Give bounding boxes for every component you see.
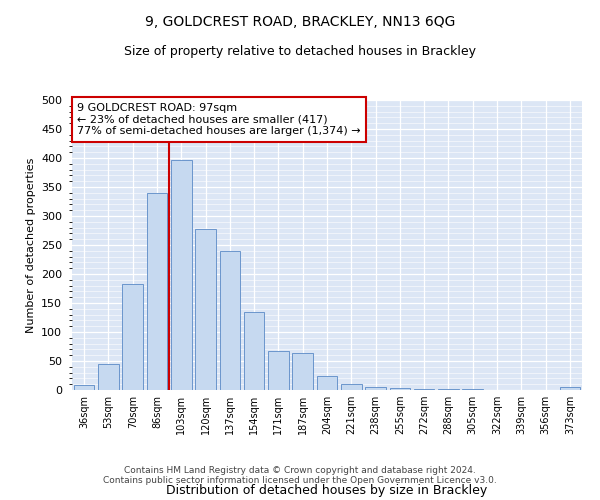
Y-axis label: Number of detached properties: Number of detached properties bbox=[26, 158, 35, 332]
Bar bbox=[389, 388, 410, 390]
Bar bbox=[341, 384, 362, 390]
Bar bbox=[220, 251, 240, 390]
Text: 9 GOLDCREST ROAD: 97sqm
← 23% of detached houses are smaller (417)
77% of semi-d: 9 GOLDCREST ROAD: 97sqm ← 23% of detache… bbox=[77, 103, 361, 136]
Bar bbox=[244, 312, 265, 390]
Bar bbox=[317, 376, 337, 390]
Text: Contains HM Land Registry data © Crown copyright and database right 2024.
Contai: Contains HM Land Registry data © Crown c… bbox=[103, 466, 497, 485]
Bar bbox=[98, 364, 119, 390]
Bar bbox=[292, 354, 313, 390]
Bar bbox=[74, 386, 94, 390]
Bar bbox=[560, 387, 580, 390]
Bar bbox=[268, 350, 289, 390]
Text: Size of property relative to detached houses in Brackley: Size of property relative to detached ho… bbox=[124, 45, 476, 58]
Bar bbox=[146, 193, 167, 390]
X-axis label: Distribution of detached houses by size in Brackley: Distribution of detached houses by size … bbox=[166, 484, 488, 498]
Bar bbox=[414, 389, 434, 390]
Bar bbox=[122, 284, 143, 390]
Bar bbox=[365, 387, 386, 390]
Text: 9, GOLDCREST ROAD, BRACKLEY, NN13 6QG: 9, GOLDCREST ROAD, BRACKLEY, NN13 6QG bbox=[145, 15, 455, 29]
Bar bbox=[195, 229, 216, 390]
Bar bbox=[171, 160, 191, 390]
